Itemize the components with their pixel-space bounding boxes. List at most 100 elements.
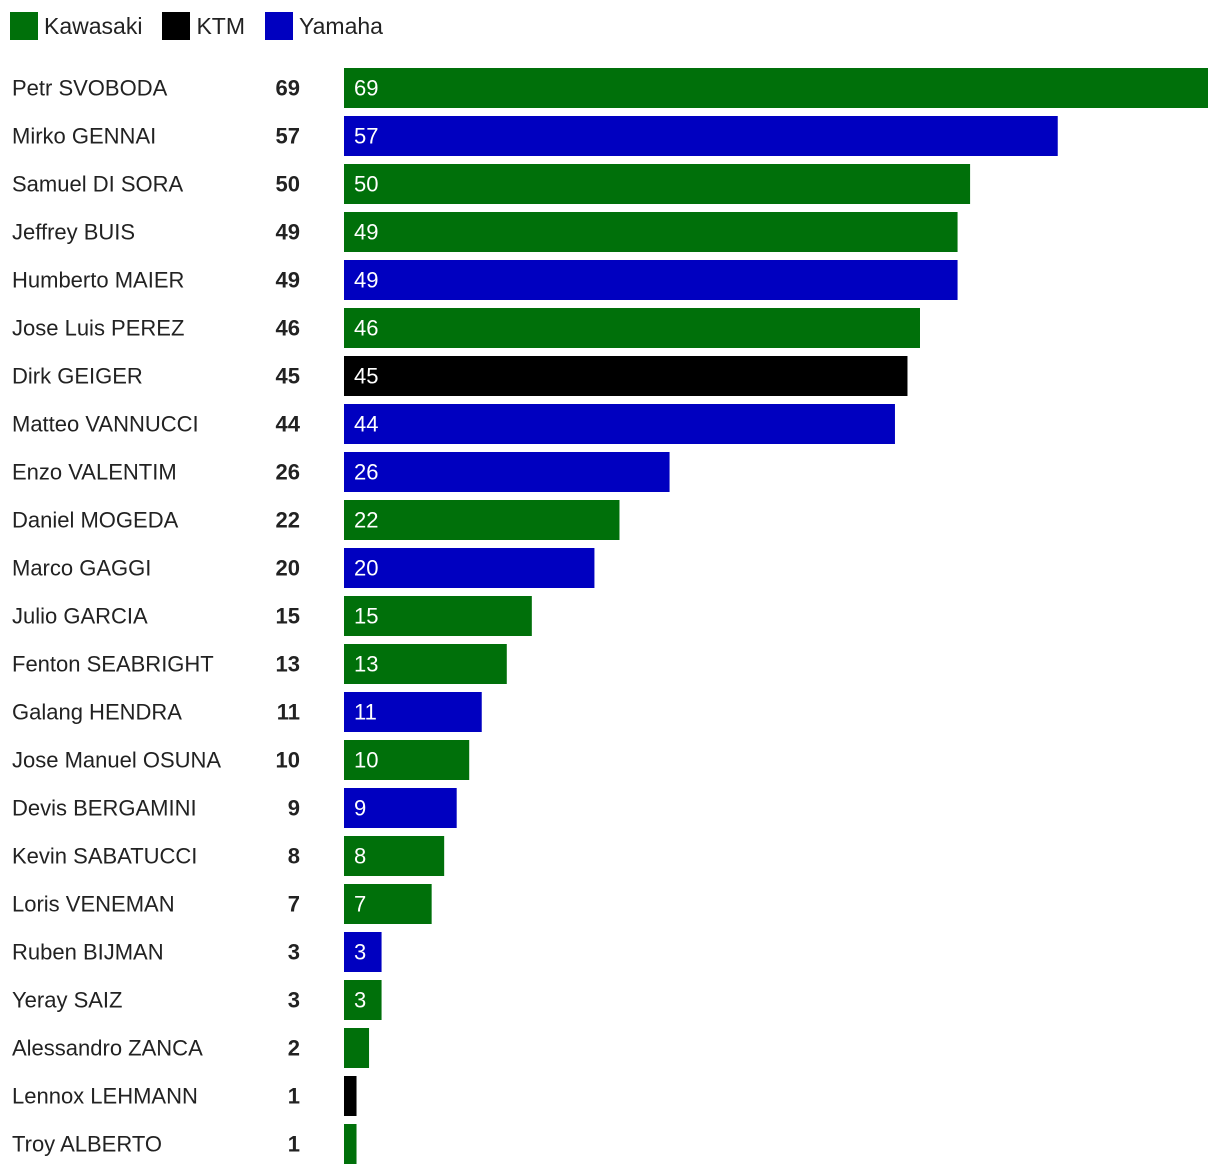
chart-row-lennox-lehmann: Lennox LEHMANN 1 [12,1076,357,1116]
rider-name-jose-manuel-osuna: Jose Manuel OSUNA [12,748,221,773]
bar-devis-bergamini [344,788,457,828]
chart-row-dirk-geiger: Dirk GEIGER 45 45 [12,356,908,396]
rider-total-ruben-bijman: 3 [288,940,300,965]
bar-label-dirk-geiger: 45 [354,364,378,389]
chart-row-jeffrey-buis: Jeffrey BUIS 49 49 [12,212,958,252]
bar-label-daniel-mogeda: 22 [354,508,378,533]
chart-row-julio-garcia: Julio GARCIA 15 15 [12,596,532,636]
rider-total-daniel-mogeda: 22 [276,508,300,533]
rider-total-mirko-gennai: 57 [276,124,300,149]
chart-row-yeray-saiz: Yeray SAIZ 3 3 [12,980,382,1020]
rider-total-troy-alberto: 1 [288,1132,300,1157]
rider-name-jose-luis-perez: Jose Luis PEREZ [12,316,184,341]
bar-yeray-saiz [344,980,382,1020]
bar-label-fenton-seabright: 13 [354,652,378,677]
bar-label-samuel-di-sora: 50 [354,172,378,197]
rider-name-mirko-gennai: Mirko GENNAI [12,124,156,149]
rider-name-troy-alberto: Troy ALBERTO [12,1132,162,1157]
legend-swatch-yamaha [265,12,293,40]
rider-total-jeffrey-buis: 49 [276,220,300,245]
legend-item-yamaha: Yamaha [265,12,383,40]
bar-label-ruben-bijman: 3 [354,940,366,965]
bar-jeffrey-buis [344,212,958,252]
chart-row-samuel-di-sora: Samuel DI SORA 50 50 [12,164,971,204]
rider-total-fenton-seabright: 13 [276,652,300,677]
chart-row-loris-veneman: Loris VENEMAN 7 7 [12,884,432,924]
chart-row-petr-svoboda: Petr SVOBODA 69 69 [12,68,1208,108]
bar-dirk-geiger [344,356,908,396]
bar-label-mirko-gennai: 57 [354,124,378,149]
bar-label-kevin-sabatucci: 8 [354,844,366,869]
rider-name-petr-svoboda: Petr SVOBODA [12,76,168,101]
chart-row-matteo-vannucci: Matteo VANNUCCI 44 44 [12,404,895,444]
chart-row-mirko-gennai: Mirko GENNAI 57 57 [12,116,1058,156]
bar-label-loris-veneman: 7 [354,892,366,917]
rider-total-petr-svoboda: 69 [276,76,300,101]
rider-name-yeray-saiz: Yeray SAIZ [12,988,122,1013]
rider-name-dirk-geiger: Dirk GEIGER [12,364,143,389]
bar-label-enzo-valentim: 26 [354,460,378,485]
chart-row-marco-gaggi: Marco GAGGI 20 20 [12,548,595,588]
legend-item-kawasaki: Kawasaki [10,12,142,40]
bar-fenton-seabright [344,644,507,684]
rider-total-galang-hendra: 11 [277,700,300,725]
rider-name-kevin-sabatucci: Kevin SABATUCCI [12,844,197,869]
chart-row-ruben-bijman: Ruben BIJMAN 3 3 [12,932,382,972]
rider-name-humberto-maier: Humberto MAIER [12,268,184,293]
chart-legend: Kawasaki KTM Yamaha [10,10,403,42]
chart-row-devis-bergamini: Devis BERGAMINI 9 9 [12,788,457,828]
rider-total-dirk-geiger: 45 [276,364,300,389]
rider-total-devis-bergamini: 9 [288,796,300,821]
bar-label-galang-hendra: 11 [354,700,377,725]
bar-jose-manuel-osuna [344,740,470,780]
bar-marco-gaggi [344,548,595,588]
rider-name-galang-hendra: Galang HENDRA [12,700,182,725]
legend-swatch-kawasaki [10,12,38,40]
bar-jose-luis-perez [344,308,920,348]
rider-total-humberto-maier: 49 [276,268,300,293]
bar-label-yeray-saiz: 3 [354,988,366,1013]
rider-total-julio-garcia: 15 [276,604,300,629]
legend-label-yamaha: Yamaha [299,12,383,39]
legend-label-kawasaki: Kawasaki [44,12,143,39]
legend-item-ktm: KTM [162,12,245,40]
rider-total-enzo-valentim: 26 [276,460,300,485]
bar-label-jose-manuel-osuna: 10 [354,748,378,773]
bar-galang-hendra [344,692,482,732]
bar-label-marco-gaggi: 20 [354,556,378,581]
bar-ruben-bijman [344,932,382,972]
rider-total-samuel-di-sora: 50 [276,172,300,197]
chart-row-fenton-seabright: Fenton SEABRIGHT 13 13 [12,644,507,684]
chart-row-galang-hendra: Galang HENDRA 11 11 [12,692,482,732]
rider-name-fenton-seabright: Fenton SEABRIGHT [12,652,214,677]
rider-total-loris-veneman: 7 [288,892,300,917]
bar-enzo-valentim [344,452,670,492]
bar-loris-veneman [344,884,432,924]
bar-label-petr-svoboda: 69 [354,76,378,101]
chart-row-humberto-maier: Humberto MAIER 49 49 [12,260,958,300]
rider-name-lennox-lehmann: Lennox LEHMANN [12,1084,198,1109]
rider-name-ruben-bijman: Ruben BIJMAN [12,940,164,965]
rider-total-kevin-sabatucci: 8 [288,844,300,869]
chart-row-jose-luis-perez: Jose Luis PEREZ 46 46 [12,308,920,348]
rider-name-matteo-vannucci: Matteo VANNUCCI [12,412,199,437]
bar-petr-svoboda [344,68,1208,108]
bar-daniel-mogeda [344,500,620,540]
rider-name-enzo-valentim: Enzo VALENTIM [12,460,177,485]
rider-name-loris-veneman: Loris VENEMAN [12,892,175,917]
rider-total-marco-gaggi: 20 [276,556,300,581]
rider-name-alessandro-zanca: Alessandro ZANCA [12,1036,203,1061]
bar-label-jose-luis-perez: 46 [354,316,378,341]
rider-name-daniel-mogeda: Daniel MOGEDA [12,508,179,533]
legend-swatch-ktm [162,12,191,40]
bar-alessandro-zanca [344,1028,370,1068]
rider-total-matteo-vannucci: 44 [276,412,301,437]
bar-label-matteo-vannucci: 44 [354,412,378,437]
bar-kevin-sabatucci [344,836,445,876]
bar-lennox-lehmann [344,1076,357,1116]
rider-total-jose-luis-perez: 46 [276,316,300,341]
bar-label-jeffrey-buis: 49 [354,220,378,245]
chart-row-enzo-valentim: Enzo VALENTIM 26 26 [12,452,670,492]
legend-label-ktm: KTM [196,12,245,39]
